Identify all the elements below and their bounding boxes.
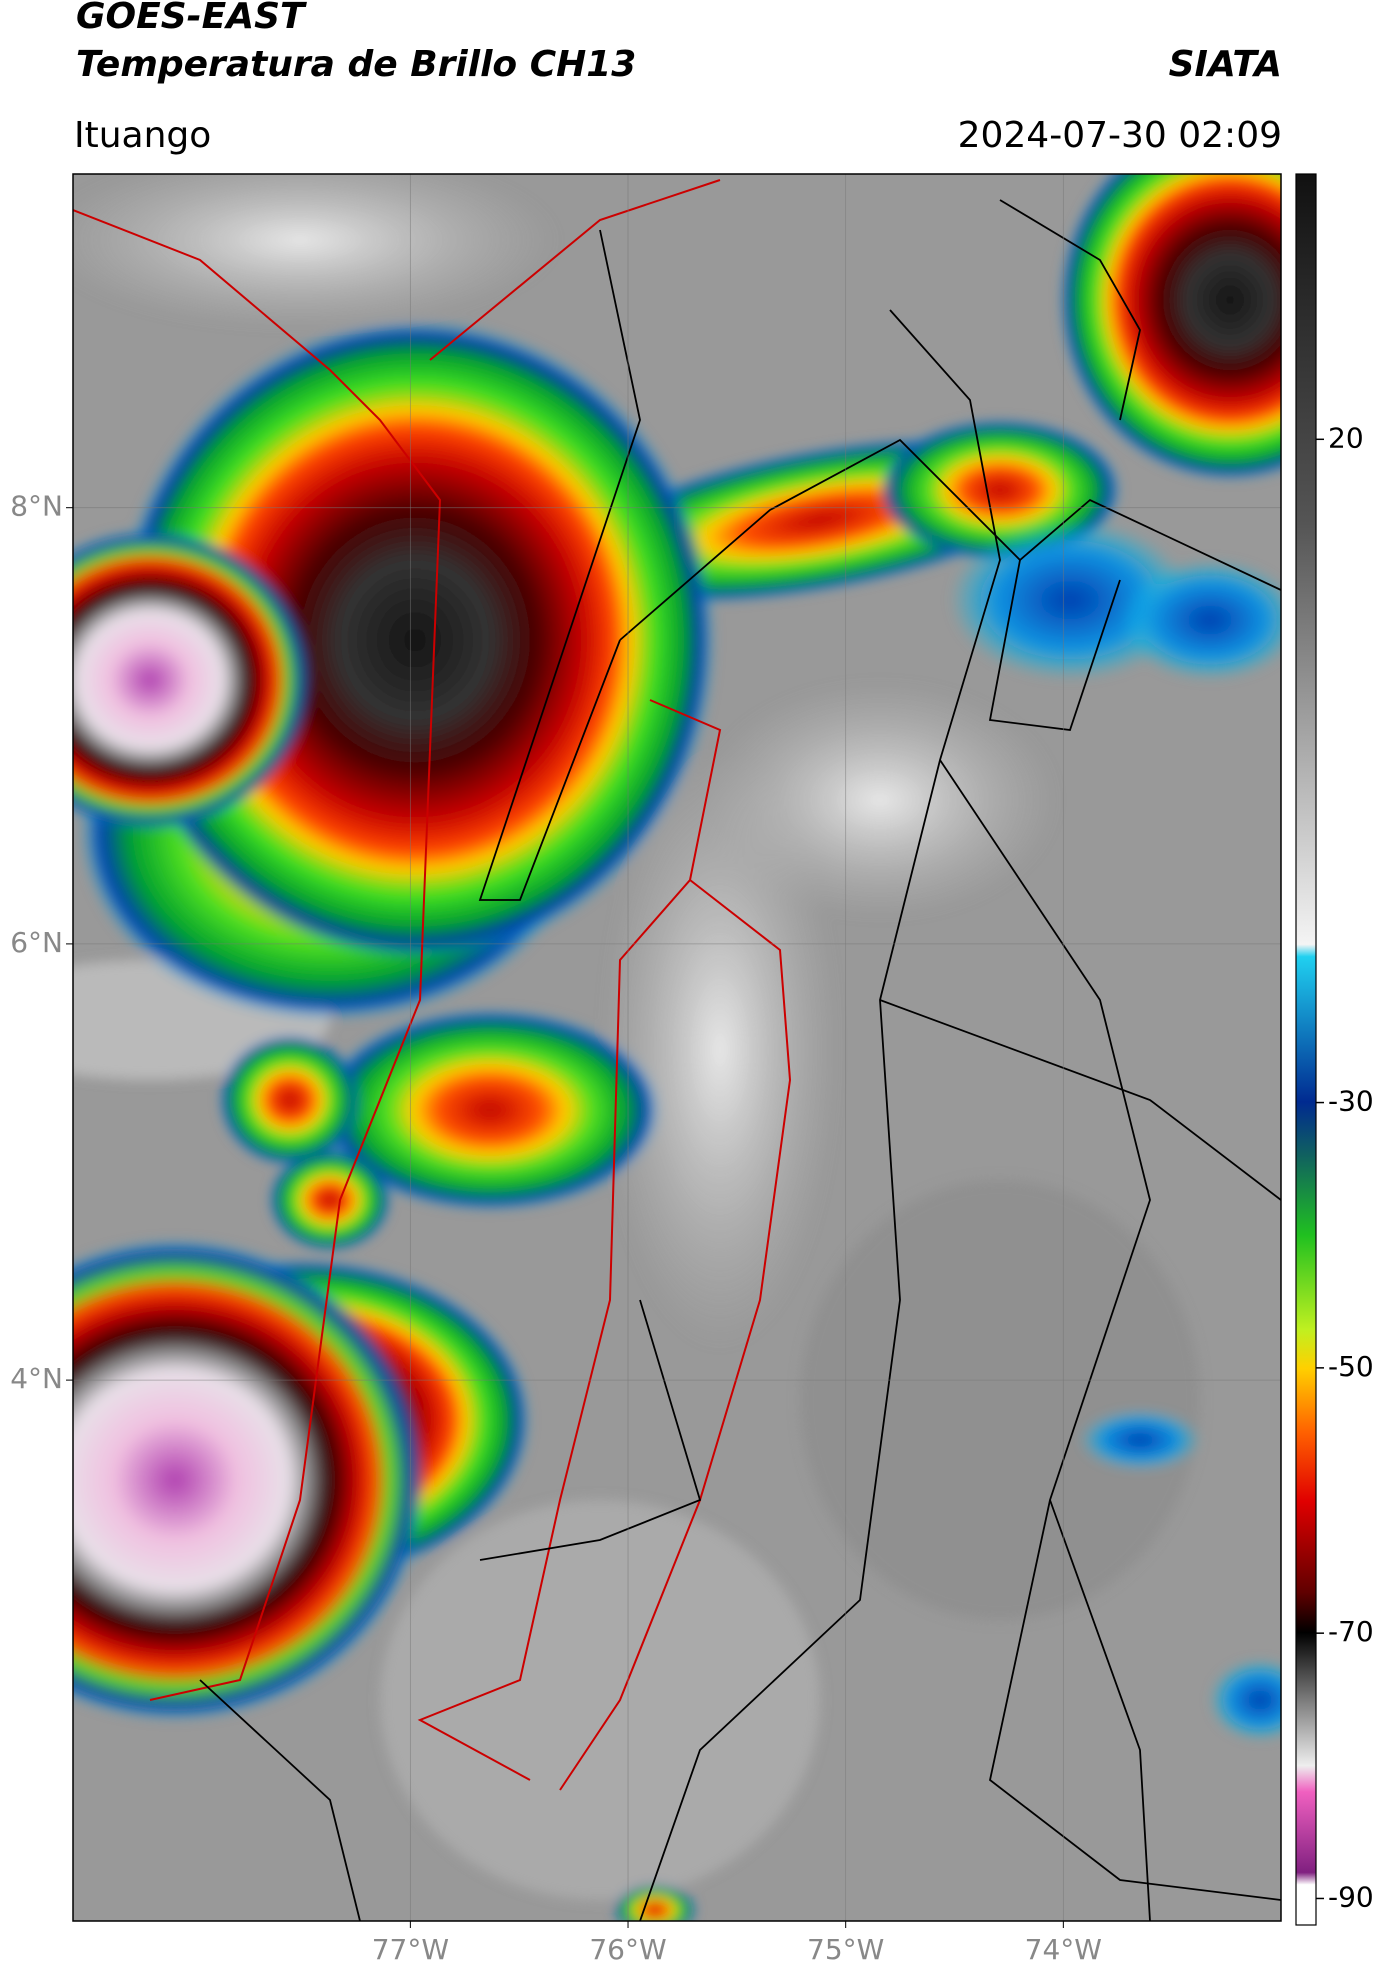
- location: Ituango: [74, 115, 211, 156]
- brand: SIATA: [1169, 44, 1282, 85]
- y-tick-label: 4°N: [10, 1362, 63, 1395]
- satellite-image: [73, 174, 1281, 1921]
- x-tick-label: 77°W: [372, 1933, 449, 1966]
- colorbar-tick-label: -90: [1328, 1880, 1374, 1913]
- y-tick-label: 8°N: [10, 490, 63, 523]
- title: GOES-EAST: [76, 0, 307, 37]
- timestamp: 2024-07-30 02:09: [958, 115, 1282, 156]
- map-frame: [72, 173, 1282, 1922]
- x-tick-label: 75°W: [807, 1933, 884, 1966]
- colorbar-tick-label: -30: [1328, 1085, 1374, 1118]
- y-tick-label: 6°N: [10, 926, 63, 959]
- x-tick-label: 76°W: [589, 1933, 666, 1966]
- colorbar: [1295, 173, 1317, 1926]
- boundaries-black: [199, 199, 1281, 1921]
- x-tick-label: 74°W: [1025, 1933, 1102, 1966]
- graticule: [73, 174, 1281, 1921]
- colorbar-tick-label: -50: [1328, 1350, 1374, 1383]
- colorbar-tick-label: 20: [1328, 421, 1364, 454]
- boundaries-red: [73, 179, 792, 1791]
- colorbar-tick-label: -70: [1328, 1615, 1374, 1648]
- subtitle: Temperatura de Brillo CH13: [76, 44, 636, 85]
